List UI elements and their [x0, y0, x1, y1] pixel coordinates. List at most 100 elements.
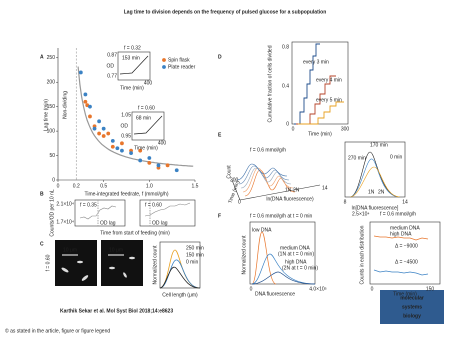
panel-label: B [40, 191, 44, 197]
annotation: every 3 min [303, 59, 329, 65]
data-point [110, 144, 115, 149]
logo-text: molecular [400, 295, 424, 301]
inset-tick: 0.77 [107, 73, 117, 79]
fit-curve [77, 66, 194, 167]
figure-title: Lag time to division depends on the freq… [124, 9, 327, 15]
legend-label: 250 min [186, 245, 204, 251]
data-point [88, 104, 92, 109]
data-point [106, 131, 111, 136]
citation: Karthik Sekar et al. Mol Syst Biol 2018;… [60, 308, 173, 314]
tick-label: 2N [378, 189, 385, 195]
inset-tick: 400 [158, 140, 167, 146]
tick-label: 2N [293, 187, 300, 193]
axis-label: ln[DNA fluorescence] [352, 205, 399, 211]
axis-label: Time (min) [393, 291, 417, 297]
annotation: medium DNA [280, 245, 310, 251]
axis-label: Time from start of feeding (min) [100, 230, 170, 236]
tick-label: 8 [344, 199, 347, 205]
plot-title: f = 0.35 [80, 202, 97, 208]
inset-frame [131, 111, 165, 141]
inset-lag: 153 min [122, 55, 140, 61]
y-tick-label: 100 [47, 128, 56, 134]
annotation: OD lag [152, 220, 168, 226]
legend-label: high DNA [390, 231, 412, 237]
annotation: low DNA [252, 227, 272, 233]
tick-label: 0.4 [282, 83, 289, 89]
data-point [101, 134, 106, 138]
data-point [83, 99, 88, 104]
annotation: every 4 min [316, 77, 342, 83]
axis-label: Cumulative fraction of cells divided [267, 45, 273, 122]
annotation: (2N at t = 0 min) [282, 265, 318, 271]
tick-label: 150 [426, 286, 435, 292]
inset-tick: 400 [144, 80, 153, 86]
panel-f-plots [249, 221, 441, 285]
tick-label: 0 [238, 199, 241, 205]
tick-label: 0.8 [282, 44, 289, 50]
y-tick-label: 50 [49, 153, 55, 159]
tick-label: 0 [286, 121, 289, 127]
annotation: 0 min [390, 154, 402, 160]
annotation: Δ = −9000 [395, 243, 418, 249]
legend-marker [162, 58, 166, 62]
inset-lag: 68 min [136, 115, 151, 121]
inset-title: f = 0.32 [124, 45, 141, 51]
data-point [147, 156, 152, 160]
axis-label: Normalized count [152, 245, 158, 285]
data-point [83, 92, 88, 97]
tick-label: 4.0×10⁵ [309, 286, 327, 292]
data-point [165, 163, 170, 168]
inset-curve [119, 55, 149, 75]
axis-label: DNA fluorescence [255, 291, 295, 297]
threshold-label: 0.2 [73, 183, 80, 189]
logo-text: biology [403, 313, 421, 319]
data-point [129, 151, 133, 156]
data-point [115, 146, 120, 151]
panel-b-plots [74, 199, 196, 227]
y-tick-label: 200 [47, 80, 56, 86]
x-tick-label: 1.5 [192, 183, 199, 189]
x-tick-label: 0.5 [100, 183, 107, 189]
y-tick-label: 150 [47, 104, 56, 110]
annotation: (1N at t = 0 min) [278, 251, 314, 257]
axis-label: Cell length (μm) [162, 292, 198, 298]
annotation: Non-dividing [62, 91, 68, 119]
data-point [97, 131, 101, 136]
data-point [138, 148, 143, 153]
y-tick-label: 250 [47, 55, 56, 61]
panel-label: A [40, 54, 44, 60]
data-point [156, 163, 161, 168]
plot-title: f = 0.6 mmol/g/h at t = 0 min [250, 213, 312, 219]
data-point [138, 158, 143, 163]
data-point [101, 126, 106, 131]
annotation: OD lag [100, 220, 116, 226]
inset-frame [117, 51, 151, 81]
annotation: 270 min [348, 155, 366, 161]
panel-c-images [55, 240, 201, 289]
inset-title: f = 0.60 [138, 105, 155, 111]
y-axis-label: Lag time (min) [43, 99, 49, 131]
tick-label: 2.1×10⁴ [56, 201, 74, 207]
data-point [88, 114, 92, 119]
inset-curve [133, 115, 163, 135]
annotation: Δ = −4500 [395, 259, 418, 265]
x-axis-label: Time-integrated feedrate, f (mmol/g/h) [84, 191, 168, 197]
axis-label: Normalized count [241, 235, 247, 275]
legend-label: 0 min [186, 259, 198, 265]
data-point [78, 70, 83, 75]
tick-label: 1N [368, 189, 375, 195]
plot-title: f = 0.6 mmol/g/h [380, 211, 416, 217]
tick-label: 14 [402, 199, 408, 205]
data-point [110, 138, 115, 143]
data-point [120, 148, 124, 153]
tick-label: 300 [341, 126, 350, 132]
copyright: © as stated in the article, figure or fi… [5, 327, 110, 334]
data-point [174, 168, 179, 173]
inset-x-label: Time (min) [120, 85, 144, 91]
inset-y-label: OD [121, 123, 129, 129]
panel-label: F [218, 213, 221, 219]
panel-d-plot [291, 41, 349, 125]
inset-x-label: Time (min) [134, 145, 158, 151]
scale-label: 10 μm [63, 247, 77, 253]
axis-label: Counts/OD per 10 nL [49, 189, 55, 236]
